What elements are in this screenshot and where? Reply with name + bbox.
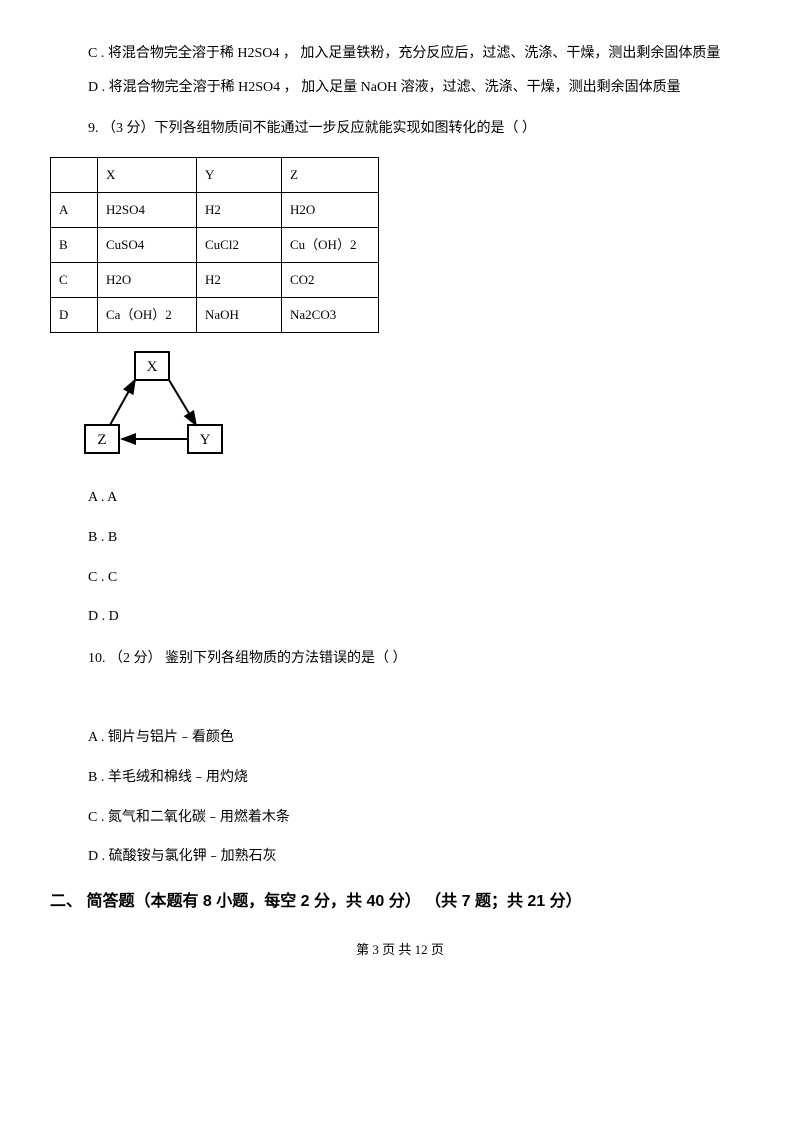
table-row: B CuSO4 CuCl2 Cu（OH）2 <box>51 227 379 262</box>
q10-option-b: B . 羊毛绒和棉线﹣用灼烧 <box>88 768 750 788</box>
table-cell: Z <box>282 157 379 192</box>
q9-option-b: B . B <box>88 528 750 548</box>
table-cell: H2SO4 <box>98 192 197 227</box>
table-cell: C <box>51 262 98 297</box>
q10-option-d: D . 硫酸铵与氯化钾﹣加熟石灰 <box>88 847 750 867</box>
table-cell: Ca（OH）2 <box>98 297 197 332</box>
diagram-label-x: X <box>147 359 158 375</box>
table-row: X Y Z <box>51 157 379 192</box>
table-row: D Ca（OH）2 NaOH Na2CO3 <box>51 297 379 332</box>
q9-option-a: A . A <box>88 488 750 508</box>
table-cell <box>51 157 98 192</box>
table-cell: B <box>51 227 98 262</box>
table-cell: CuCl2 <box>197 227 282 262</box>
diagram-label-y: Y <box>200 432 211 448</box>
table-cell: X <box>98 157 197 192</box>
table-row: C H2O H2 CO2 <box>51 262 379 297</box>
q9-stem: 9. （3 分）下列各组物质间不能通过一步反应就能实现如图转化的是（ ） <box>88 119 750 139</box>
q9-table: X Y Z A H2SO4 H2 H2O B CuSO4 CuCl2 Cu（OH… <box>50 157 379 333</box>
table-cell: H2 <box>197 262 282 297</box>
diagram-label-z: Z <box>97 432 106 448</box>
q10-option-c: C . 氮气和二氧化碳﹣用燃着木条 <box>88 808 750 828</box>
table-cell: Cu（OH）2 <box>282 227 379 262</box>
table-cell: D <box>51 297 98 332</box>
table-cell: H2 <box>197 192 282 227</box>
table-row: A H2SO4 H2 H2O <box>51 192 379 227</box>
q9-diagram: X Z Y <box>80 347 750 469</box>
q9-option-d: D . D <box>88 607 750 627</box>
table-cell: A <box>51 192 98 227</box>
table-cell: Y <box>197 157 282 192</box>
table-cell: CuSO4 <box>98 227 197 262</box>
section-2-heading: 二、 简答题（本题有 8 小题，每空 2 分，共 40 分） （共 7 题；共 … <box>50 891 750 913</box>
table-cell: NaOH <box>197 297 282 332</box>
q9-option-c: C . C <box>88 568 750 588</box>
q8-option-d: D . 将混合物完全溶于稀 H2SO4 ， 加入足量 NaOH 溶液，过滤、洗涤… <box>88 78 750 98</box>
q10-option-a: A . 铜片与铝片﹣看颜色 <box>88 728 750 748</box>
q8-option-c: C . 将混合物完全溶于稀 H2SO4 ， 加入足量铁粉，充分反应后，过滤、洗涤… <box>88 44 750 64</box>
table-cell: H2O <box>282 192 379 227</box>
page-footer: 第 3 页 共 12 页 <box>50 941 750 959</box>
table-cell: H2O <box>98 262 197 297</box>
table-cell: Na2CO3 <box>282 297 379 332</box>
table-cell: CO2 <box>282 262 379 297</box>
q10-stem: 10. （2 分） 鉴别下列各组物质的方法错误的是（ ） <box>88 649 750 669</box>
